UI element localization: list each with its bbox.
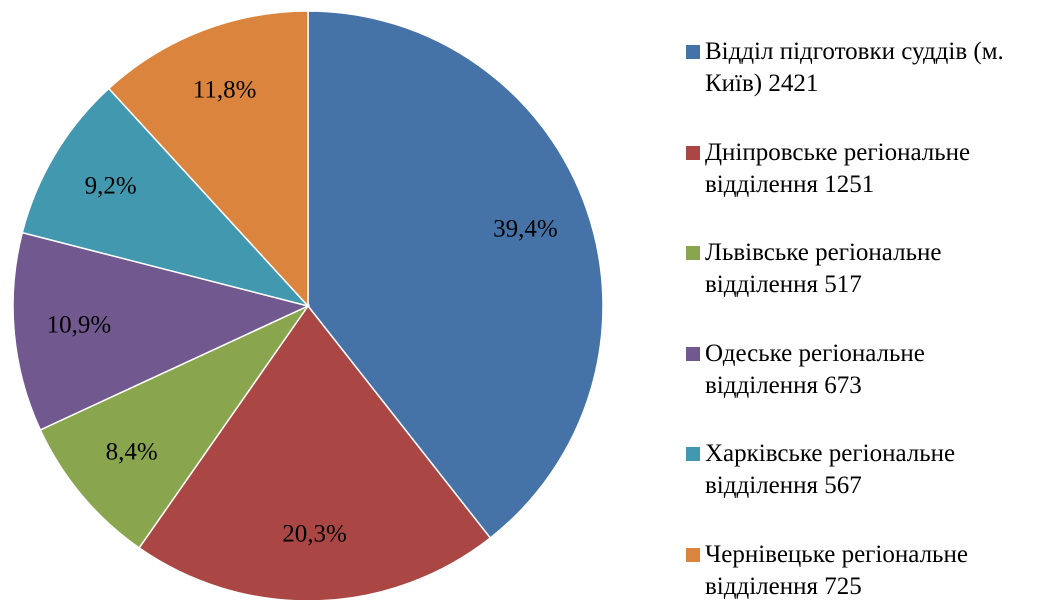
legend-label: Чернівецьке регіональне відділення 725: [705, 540, 968, 600]
data-label: 10,9%: [47, 312, 112, 339]
legend-label: Одеське регіональне відділення 673: [705, 339, 925, 399]
legend-swatch: [686, 547, 700, 562]
legend-item: Відділ підготовки суддів (м. Київ) 2421: [686, 36, 1043, 100]
legend-item: Дніпровське регіональне відділення 1251: [686, 137, 1043, 201]
legend-label: Відділ підготовки суддів (м. Київ) 2421: [705, 38, 1004, 97]
pie-slice: [138, 304, 492, 600]
legend-swatch: [686, 145, 700, 160]
legend-item: Харківське регіональне відділення 567: [686, 438, 1043, 502]
pie-slice: [39, 304, 311, 549]
legend-label: Львівське регіональне відділення 517: [705, 239, 942, 298]
data-label: 9,2%: [85, 172, 137, 199]
pie-slice: [307, 10, 604, 540]
pie-slice: [21, 87, 311, 308]
legend-swatch: [686, 346, 700, 361]
data-label: 8,4%: [106, 439, 158, 466]
legend-label: Харківське регіональне відділення 567: [705, 440, 956, 499]
legend-swatch: [686, 447, 700, 461]
legend-label: Дніпровське регіональне відділення 1251: [705, 138, 971, 198]
data-label: 11,8%: [193, 76, 257, 103]
legend-item: Чернівецьке регіональне відділення 725: [686, 539, 1043, 603]
legend-swatch: [686, 246, 700, 260]
legend-swatch: [686, 45, 700, 59]
data-label: 39,4%: [493, 216, 558, 243]
data-label: 20,3%: [282, 521, 347, 548]
legend-item: Львівське регіональне відділення 517: [686, 237, 1043, 301]
pie-slice: [107, 10, 309, 308]
legend-item: Одеське регіональне відділення 673: [686, 338, 1043, 402]
pie-slice: [12, 231, 311, 431]
